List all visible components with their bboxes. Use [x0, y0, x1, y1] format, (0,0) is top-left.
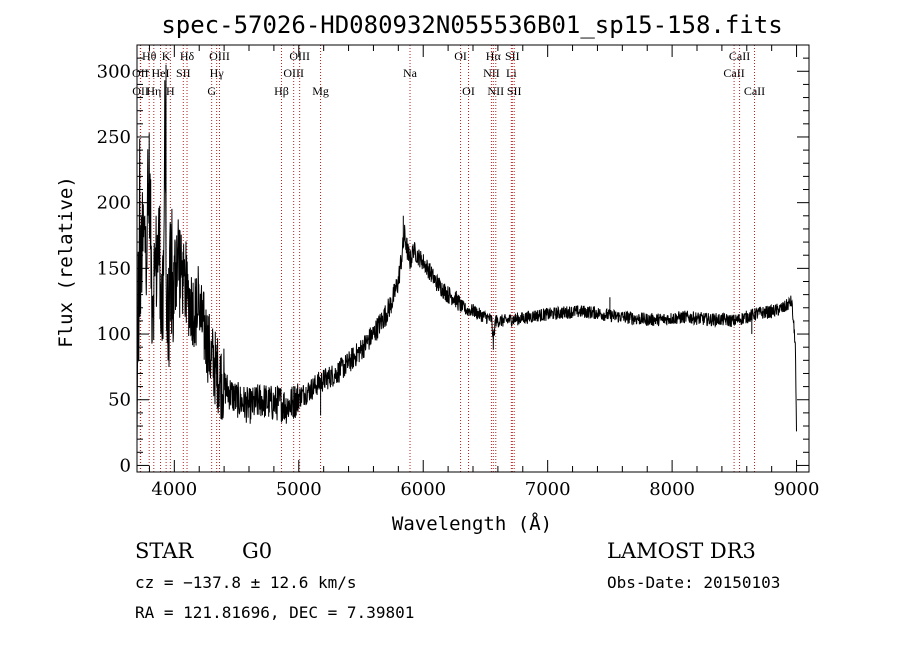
spectral-line-markers: OIIOIIHθHηHeIKHSIIHδGHγOIIIHβOIIIOIIIMgN… — [132, 45, 765, 472]
obs-date-label: Obs-Date: 20150103 — [607, 573, 781, 592]
x-tick-label: 4000 — [151, 479, 197, 500]
axis-ticks: 4000 5000 6000 7000 8000 9000 0 50 100 150 200 250 3… — [97, 45, 820, 500]
y-tick-label: 150 — [97, 258, 131, 279]
object-class-label: STAR — [135, 539, 194, 563]
line-marker-label: CaII — [729, 49, 750, 63]
line-marker-label: SII — [507, 84, 522, 98]
x-axis-label: Wavelength (Å) — [392, 512, 552, 535]
line-marker-label: HeI — [152, 66, 170, 80]
x-tick-label: 7000 — [525, 479, 571, 500]
y-tick-label: 300 — [97, 61, 131, 82]
line-marker-label: K — [162, 49, 171, 63]
line-marker-label: NII — [487, 84, 504, 98]
y-tick-label: 250 — [97, 127, 131, 148]
line-marker-label: OI — [454, 49, 467, 63]
line-marker-label: Mg — [312, 84, 329, 98]
line-marker-label: Hβ — [274, 84, 289, 98]
line-marker-label: SII — [176, 66, 191, 80]
y-tick-label: 100 — [97, 324, 131, 345]
line-marker-label: Na — [403, 66, 418, 80]
line-marker-label: G — [207, 84, 216, 98]
y-tick-label: 0 — [120, 455, 131, 476]
x-tick-label: 6000 — [400, 479, 446, 500]
line-marker-label: H — [166, 84, 175, 98]
line-marker-label: CaII — [723, 66, 744, 80]
chart-title: spec-57026-HD080932N055536B01_sp15-158.f… — [161, 11, 782, 39]
x-tick-label: 9000 — [774, 479, 820, 500]
line-marker-label: OIII — [289, 49, 310, 63]
line-marker-label: OIII — [283, 66, 304, 80]
line-marker-label: Hθ — [142, 49, 157, 63]
x-tick-label: 8000 — [649, 479, 695, 500]
line-marker-label: OII — [132, 84, 149, 98]
line-marker-label: SII — [505, 49, 520, 63]
line-marker-label: NII — [483, 66, 500, 80]
line-marker-label: Hα — [486, 49, 502, 63]
y-tick-label: 200 — [97, 193, 131, 214]
x-tick-label: 5000 — [276, 479, 322, 500]
coordinates-label: RA = 121.81696, DEC = 7.39801 — [135, 603, 415, 622]
survey-label: LAMOST DR3 — [607, 539, 756, 563]
y-axis-label: Flux (relative) — [55, 176, 77, 348]
line-marker-label: Hγ — [210, 66, 225, 80]
y-tick-label: 50 — [108, 390, 131, 411]
line-marker-label: Hδ — [180, 49, 195, 63]
line-marker-label: OI — [462, 84, 475, 98]
line-marker-label: Hη — [146, 84, 161, 98]
line-marker-label: Li — [506, 66, 517, 80]
line-marker-label: CaII — [744, 84, 765, 98]
velocity-label: cz = −137.8 ± 12.6 km/s — [135, 573, 357, 592]
subclass-label: G0 — [242, 539, 273, 563]
spectrum-series-line — [136, 64, 797, 441]
line-marker-label: OIII — [209, 49, 230, 63]
